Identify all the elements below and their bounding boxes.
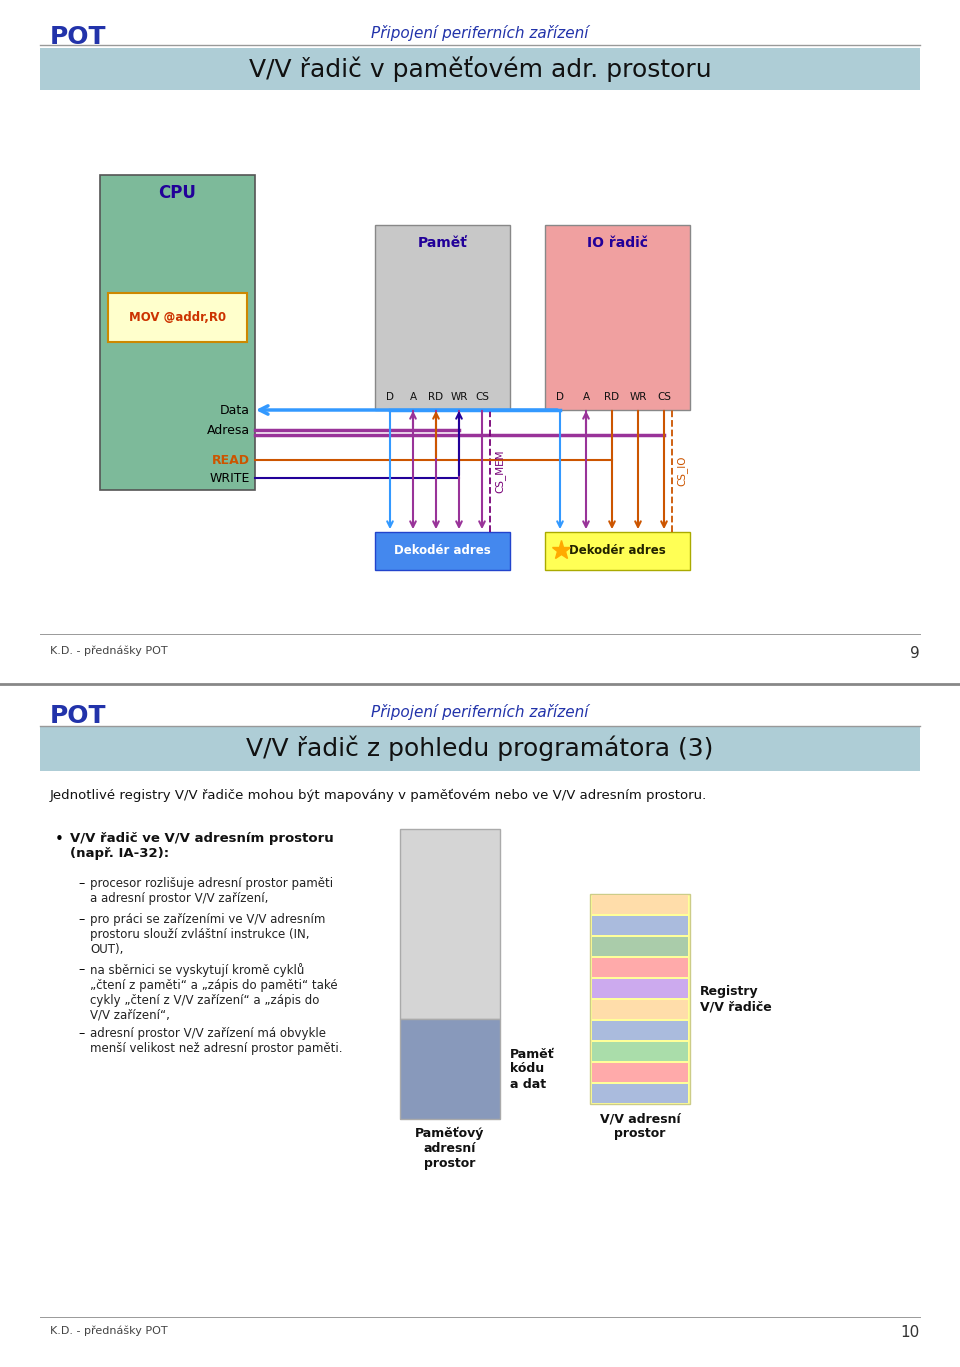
Text: V/V řadič z pohledu programátora (3): V/V řadič z pohledu programátora (3) bbox=[247, 735, 713, 761]
Bar bbox=[40, 48, 920, 90]
Bar bbox=[590, 894, 690, 1105]
Text: CS: CS bbox=[657, 392, 671, 402]
Bar bbox=[592, 1021, 688, 1040]
Text: D: D bbox=[386, 392, 394, 402]
Text: K.D. - přednášky POT: K.D. - přednášky POT bbox=[50, 647, 168, 656]
Text: na sběrnici se vyskytují kromě cyklů
„čtení z paměti“ a „zápis do paměti“ také
c: na sběrnici se vyskytují kromě cyklů „čt… bbox=[90, 962, 338, 1023]
Text: POT: POT bbox=[50, 25, 107, 49]
Text: 10: 10 bbox=[900, 1325, 920, 1340]
Bar bbox=[592, 916, 688, 935]
Text: RD: RD bbox=[428, 392, 444, 402]
Text: –: – bbox=[78, 962, 84, 976]
Text: adresní prostor V/V zařízení má obvykle
menší velikost než adresní prostor pamět: adresní prostor V/V zařízení má obvykle … bbox=[90, 1027, 343, 1055]
Text: Adresa: Adresa bbox=[206, 424, 250, 436]
Bar bbox=[100, 175, 255, 489]
Bar bbox=[400, 1018, 500, 1120]
Bar bbox=[592, 958, 688, 977]
Bar bbox=[400, 828, 500, 1018]
Text: 9: 9 bbox=[910, 647, 920, 662]
Text: –: – bbox=[78, 913, 84, 925]
Text: A: A bbox=[409, 392, 417, 402]
Bar bbox=[592, 1042, 688, 1061]
Bar bbox=[592, 1084, 688, 1103]
Text: MOV @addr,R0: MOV @addr,R0 bbox=[129, 312, 226, 324]
Text: POT: POT bbox=[50, 704, 107, 729]
Text: D: D bbox=[556, 392, 564, 402]
Bar bbox=[592, 979, 688, 998]
Text: RD: RD bbox=[605, 392, 619, 402]
Text: V/V řadič ve V/V adresním prostoru
(např. IA-32):: V/V řadič ve V/V adresním prostoru (např… bbox=[70, 833, 334, 860]
Text: K.D. - přednášky POT: K.D. - přednášky POT bbox=[50, 1325, 168, 1336]
Text: CPU: CPU bbox=[158, 185, 197, 202]
Text: Registry
V/V řadiče: Registry V/V řadiče bbox=[700, 986, 772, 1013]
Text: WR: WR bbox=[630, 392, 647, 402]
Bar bbox=[40, 726, 920, 771]
FancyBboxPatch shape bbox=[108, 293, 247, 342]
Text: Dekodér adres: Dekodér adres bbox=[395, 544, 491, 558]
Text: Připojení periferních zařízení: Připojení periferních zařízení bbox=[372, 704, 588, 720]
Bar bbox=[592, 1064, 688, 1083]
Text: Paměť
kódu
a dat: Paměť kódu a dat bbox=[510, 1047, 555, 1091]
Text: Připojení periferních zařízení: Připojení periferních zařízení bbox=[372, 25, 588, 41]
Text: –: – bbox=[78, 1027, 84, 1040]
Text: WR: WR bbox=[450, 392, 468, 402]
Text: Data: Data bbox=[220, 403, 250, 417]
Text: Paměť: Paměť bbox=[418, 236, 468, 250]
Text: Dekodér adres: Dekodér adres bbox=[569, 544, 666, 558]
Text: CS: CS bbox=[475, 392, 489, 402]
Bar bbox=[375, 226, 510, 410]
Text: pro práci se zařízeními ve V/V adresním
prostoru slouží zvláštní instrukce (IN,
: pro práci se zařízeními ve V/V adresním … bbox=[90, 913, 325, 956]
Text: V/V řadič v paměťovém adr. prostoru: V/V řadič v paměťovém adr. prostoru bbox=[249, 56, 711, 82]
Text: procesor rozlišuje adresní prostor paměti
a adresní prostor V/V zařízení,: procesor rozlišuje adresní prostor pamět… bbox=[90, 878, 333, 905]
Text: •: • bbox=[55, 833, 64, 848]
Text: CS_IO: CS_IO bbox=[676, 455, 687, 487]
Text: IO řadič: IO řadič bbox=[587, 236, 648, 250]
Text: V/V adresní
prostor: V/V adresní prostor bbox=[600, 1111, 681, 1140]
Text: WRITE: WRITE bbox=[209, 472, 250, 484]
Text: CS_MEM: CS_MEM bbox=[494, 450, 505, 492]
Text: READ: READ bbox=[212, 454, 250, 466]
Bar bbox=[545, 532, 690, 570]
Bar bbox=[545, 226, 690, 410]
Bar bbox=[592, 936, 688, 956]
Bar bbox=[375, 532, 510, 570]
Text: Jednotlivé registry V/V řadiče mohou být mapovány v paměťovém nebo ve V/V adresn: Jednotlivé registry V/V řadiče mohou být… bbox=[50, 789, 708, 802]
Text: A: A bbox=[583, 392, 589, 402]
Bar bbox=[592, 895, 688, 915]
Text: Paměťový
adresní
prostor: Paměťový adresní prostor bbox=[416, 1126, 485, 1170]
Text: –: – bbox=[78, 878, 84, 890]
Bar bbox=[592, 1001, 688, 1018]
